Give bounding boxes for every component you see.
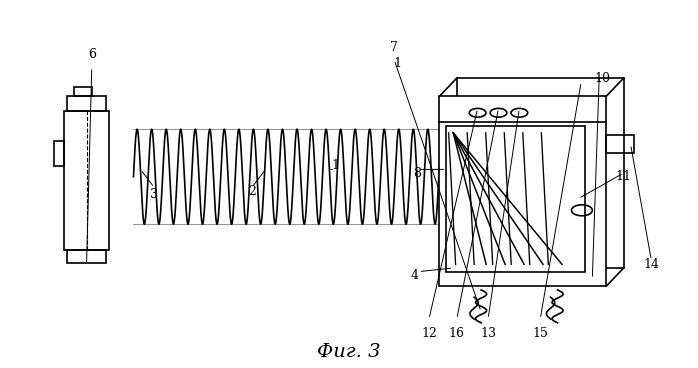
Text: 6: 6 [88,48,96,61]
Text: 13: 13 [480,327,496,340]
Bar [75,87,91,96]
Text: 1: 1 [394,57,401,70]
Bar [439,96,607,286]
Text: 14: 14 [644,258,660,271]
Bar [64,111,109,250]
Bar [68,250,105,262]
Text: 12: 12 [421,327,437,340]
Text: 8: 8 [413,167,421,180]
Bar [456,78,623,268]
Text: 4: 4 [411,269,419,282]
Text: 16: 16 [449,327,465,340]
Text: 10: 10 [595,72,611,85]
Bar [446,125,586,272]
Bar [68,96,105,111]
Bar [607,135,634,153]
Text: 3: 3 [150,188,158,201]
Text: 15: 15 [533,327,548,340]
Text: 11: 11 [616,170,632,183]
Text: 7: 7 [390,40,398,53]
Bar [54,141,64,166]
Text: 2: 2 [248,185,255,198]
Text: Фиг. 3: Фиг. 3 [318,343,380,361]
Text: 1: 1 [331,159,339,172]
